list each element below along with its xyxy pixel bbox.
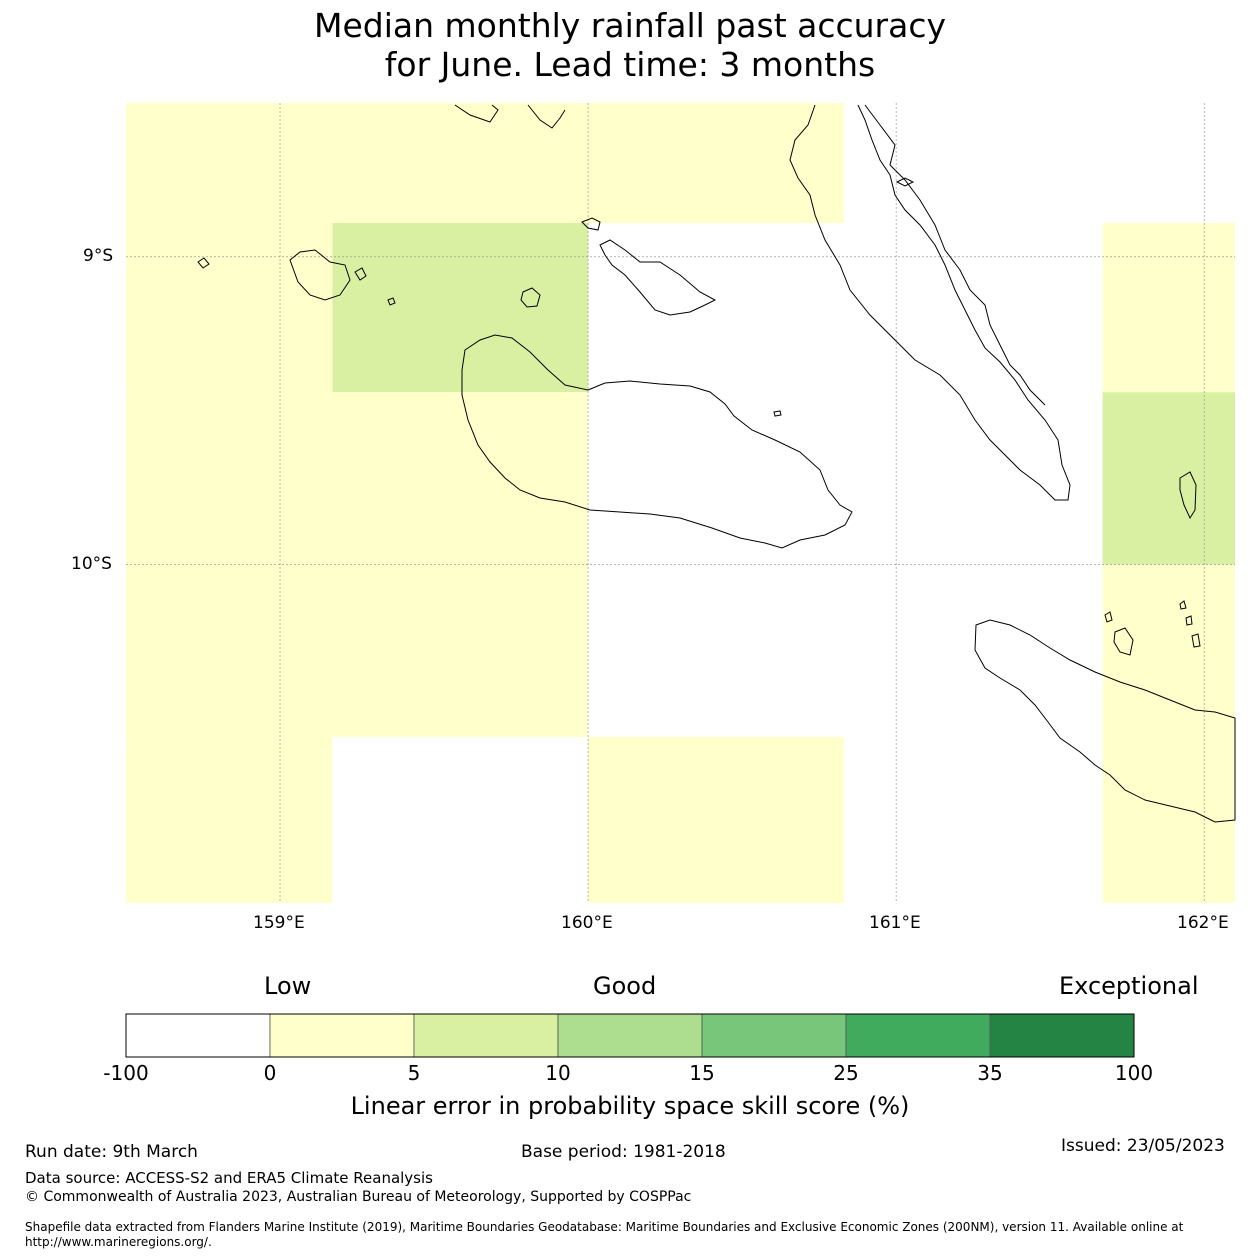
coastline-malaita-east xyxy=(864,104,1046,406)
coastline-florida-islands xyxy=(599,239,717,316)
colorbar-tick-label: -100 xyxy=(103,1061,149,1085)
colorbar-segment-5 xyxy=(845,1013,991,1058)
coastline-islet-e4 xyxy=(1185,615,1193,626)
graticule xyxy=(126,103,1235,903)
map-title-line1: Median monthly rainfall past accuracy xyxy=(313,6,947,45)
skill-cell-1 xyxy=(126,223,333,393)
colorbar-tick-label: 100 xyxy=(1114,1061,1154,1085)
coastline-islet-west xyxy=(197,257,210,269)
lat-label-9s: 9°S xyxy=(83,246,114,266)
coastlines xyxy=(197,104,1236,823)
colorbar-tick-label: 5 xyxy=(407,1061,421,1085)
colorbar-segment-6 xyxy=(989,1013,1135,1058)
coastline-russell-islands xyxy=(289,249,351,301)
skill-cell-6 xyxy=(1102,223,1235,393)
coastline-islet-ulawa xyxy=(1179,471,1197,520)
issued-date: Issued: 23/05/2023 xyxy=(1061,1136,1225,1156)
lon-label-162e: 162°E xyxy=(1177,913,1229,933)
colorbar-segment-1 xyxy=(269,1013,415,1058)
coastline-guadalcanal xyxy=(461,334,853,549)
coastline-north-a xyxy=(454,104,499,123)
lon-label-161e: 161°E xyxy=(869,913,921,933)
skill-cell-4 xyxy=(126,736,333,903)
colorbar-tick-label: 35 xyxy=(977,1061,1003,1085)
coastline-islet-e2 xyxy=(1113,627,1134,656)
coastline-savo xyxy=(520,287,541,308)
lon-label-160e: 160°E xyxy=(561,913,613,933)
skill-cell-0 xyxy=(126,103,844,223)
colorbar-label: Linear error in probability space skill … xyxy=(350,1092,910,1120)
legend-category-low: Low xyxy=(264,972,312,1000)
map-title-line2: for June. Lead time: 3 months xyxy=(384,45,876,84)
colorbar-segment-2 xyxy=(413,1013,559,1058)
base-period: Base period: 1981-2018 xyxy=(521,1142,726,1162)
coastline-islet-c xyxy=(773,410,782,417)
skill-cells xyxy=(126,103,1235,903)
colorbar-tick-label: 10 xyxy=(545,1061,571,1085)
coastline-islet-russell-e xyxy=(354,267,367,281)
skill-cell-5 xyxy=(588,736,844,903)
coastline-islet-e1 xyxy=(1104,611,1113,623)
coastline-islet-russell-s xyxy=(387,297,396,306)
data-source: Data source: ACCESS-S2 and ERA5 Climate … xyxy=(25,1169,433,1187)
colorbar-tick-label: 25 xyxy=(833,1061,859,1085)
colorbar-segment-3 xyxy=(557,1013,703,1058)
coastline-islet-florida xyxy=(581,217,601,231)
colorbar-frame xyxy=(125,1013,1135,1058)
colorbar xyxy=(125,1013,1135,1058)
colorbar-tick-label: 15 xyxy=(689,1061,715,1085)
skill-cell-7 xyxy=(1102,392,1235,565)
shapefile-credit: Shapefile data extracted from Flanders M… xyxy=(25,1220,1184,1249)
coastline-north-b xyxy=(527,104,566,129)
skill-cell-8 xyxy=(1102,564,1235,903)
colorbar-tick-label: 0 xyxy=(263,1061,277,1085)
run-date: Run date: 9th March xyxy=(25,1142,198,1162)
coastline-islet-malaita xyxy=(895,177,915,187)
legend-category-exceptional: Exceptional xyxy=(1059,972,1199,1000)
coastline-malaita xyxy=(789,104,1071,501)
copyright: © Commonwealth of Australia 2023, Austra… xyxy=(25,1189,692,1205)
legend-category-good: Good xyxy=(593,972,657,1000)
colorbar-segment-0 xyxy=(125,1013,271,1058)
lon-label-159e: 159°E xyxy=(253,913,305,933)
lat-label-10s: 10°S xyxy=(71,554,112,574)
skill-cell-2 xyxy=(332,223,589,393)
coastline-islet-e3 xyxy=(1179,600,1187,610)
coastline-makira xyxy=(974,619,1236,823)
colorbar-segment-4 xyxy=(701,1013,847,1058)
coastline-islet-e5 xyxy=(1191,633,1201,648)
